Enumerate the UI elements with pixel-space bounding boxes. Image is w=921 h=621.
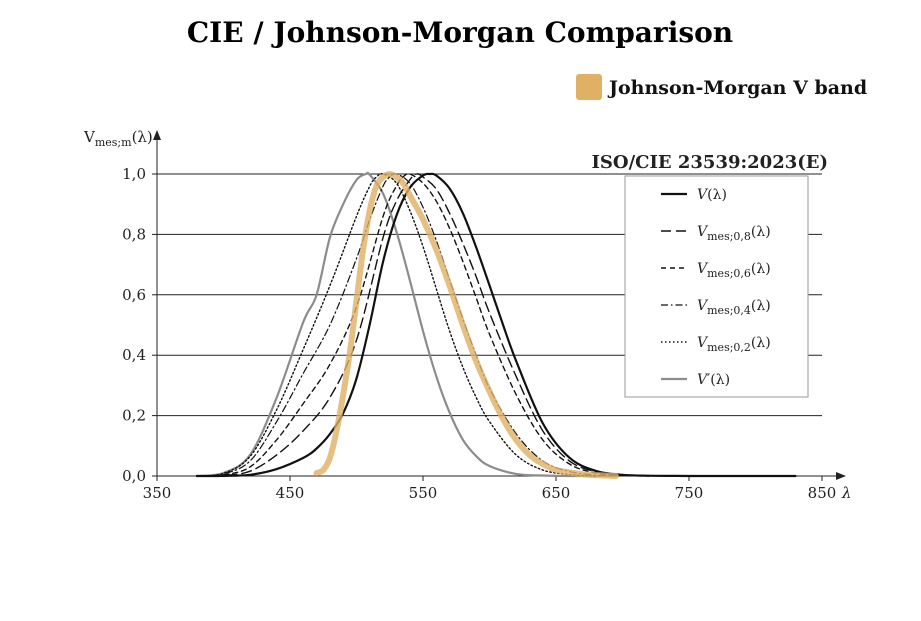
y-tick-label: 0,4 [122, 346, 146, 364]
series-line-m02 [196, 173, 597, 477]
legend-label-m02: Vmes;0,2(λ) [697, 335, 771, 354]
y-tick-label: 0,8 [122, 225, 146, 243]
series-line-m06 [196, 173, 650, 477]
curves [195, 171, 797, 479]
legend-label-m08: Vmes;0,8(λ) [697, 224, 771, 243]
x-tick-label: 750 [675, 484, 704, 502]
y-tick-label: 0,2 [122, 407, 146, 425]
y-axis-label: Vmes;m(λ) [83, 128, 153, 149]
legend-label-m06: Vmes;0,6(λ) [697, 261, 771, 280]
jm-legend-label: Johnson-Morgan V band [607, 77, 867, 99]
legend-label-vp: V′(λ) [697, 372, 730, 388]
x-tick-label: 450 [276, 484, 305, 502]
x-tick-label: 650 [542, 484, 571, 502]
x-tick-label: 350 [143, 484, 172, 502]
chart-title: CIE / Johnson-Morgan Comparison [187, 16, 733, 49]
jm-legend-swatch [576, 74, 602, 100]
x-tick-label: 550 [409, 484, 438, 502]
legend-label-v: V(λ) [697, 187, 727, 203]
series-line-v [195, 172, 797, 478]
standard-label: ISO/CIE 23539:2023(E) [591, 152, 828, 173]
series-line-vp [195, 171, 597, 478]
series-line-jm [313, 171, 619, 479]
y-tick-label: 1,0 [122, 165, 146, 183]
legend-box [624, 175, 809, 398]
series-line-m04 [196, 173, 624, 477]
legend: V(λ) Vmes;0,8(λ) Vmes;0,6(λ) Vmes;0,4(λ) Vme… [661, 187, 771, 388]
x-axis-arrow [836, 472, 846, 480]
y-tick-label: 0,6 [122, 286, 146, 304]
y-tick-label: 0,0 [122, 467, 146, 485]
legend-label-m04: Vmes;0,4(λ) [697, 298, 771, 317]
x-tick-label: 850 [808, 484, 837, 502]
series-line-m08 [196, 173, 650, 477]
y-axis-arrow [153, 130, 161, 140]
x-axis-label: λ [841, 484, 852, 502]
